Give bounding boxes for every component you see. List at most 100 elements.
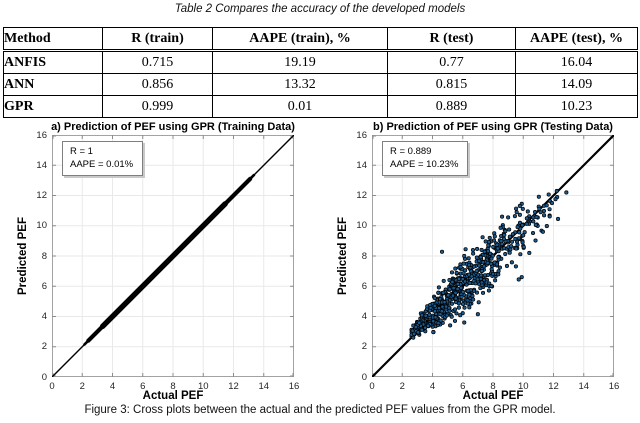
cell-value: 0.889 <box>387 95 516 118</box>
x-tick-label: 12 <box>228 381 239 392</box>
y-tick-label: 16 <box>356 129 367 141</box>
scatter-point <box>520 206 525 211</box>
scatter-point <box>466 256 471 261</box>
y-tick-label: 14 <box>356 159 367 171</box>
plot-b-r-value: R = 0.889 <box>390 146 432 157</box>
cell-value: 0.715 <box>102 50 213 74</box>
scatter-point <box>564 190 569 195</box>
scatter-point <box>474 290 479 295</box>
scatter-point <box>456 276 461 281</box>
scatter-point <box>469 269 474 274</box>
figure-caption: Figure 3: Cross plots between the actual… <box>84 404 556 416</box>
scatter-point <box>462 305 467 310</box>
scatter-point <box>450 293 456 298</box>
scatter-point <box>503 251 508 257</box>
table-row: GPR 0.999 0.01 0.889 10.23 <box>3 95 638 118</box>
scatter-point <box>507 234 512 239</box>
scatter-point <box>521 245 526 250</box>
scatter-point <box>500 214 505 219</box>
table-row: ANFIS 0.715 19.19 0.77 16.04 <box>3 50 638 74</box>
scatter-point <box>495 242 500 247</box>
scatter-point <box>449 301 455 306</box>
scatter-point <box>475 277 480 282</box>
scatter-point <box>520 240 525 245</box>
header-r-train: R (train) <box>102 27 213 52</box>
scatter-point <box>518 252 523 257</box>
scatter-point <box>524 221 529 226</box>
scatter-point <box>453 290 458 295</box>
scatter-point <box>455 286 460 292</box>
cell-value: 0.815 <box>387 73 516 96</box>
y-tick-label: 12 <box>356 190 367 201</box>
y-tick-label: 2 <box>361 341 367 353</box>
scatter-point <box>531 215 536 220</box>
cell-method: ANN <box>3 73 103 96</box>
scatter-point <box>467 262 472 268</box>
scatter-point <box>510 232 515 237</box>
scatter-point <box>486 240 492 245</box>
scatter-point <box>519 275 524 280</box>
scatter-point <box>459 285 464 290</box>
scatter-point <box>499 239 504 244</box>
y-tick-label: 4 <box>361 311 367 322</box>
scatter-point <box>553 197 558 202</box>
y-tick-label: 14 <box>36 159 47 171</box>
scatter-point <box>474 268 479 274</box>
x-tick-label: 16 <box>608 381 620 392</box>
x-tick-label: 4 <box>429 381 436 392</box>
scatter-point <box>491 244 496 250</box>
scatter-point <box>536 194 541 199</box>
scatter-point <box>531 219 536 224</box>
scatter-point <box>458 265 463 270</box>
scatter-point <box>514 210 519 215</box>
plot-a-title: a) Prediction of PEF using GPR (Training… <box>51 121 295 133</box>
scatter-point <box>555 216 561 221</box>
table-header-row: Method R (train) AAPE (train), % R (test… <box>3 27 638 52</box>
scatter-point <box>479 268 484 274</box>
scatter-point <box>542 213 547 218</box>
scatter-point <box>482 273 488 278</box>
scatter-point <box>525 209 530 214</box>
scatter-point <box>453 266 458 271</box>
scatter-point <box>452 318 458 323</box>
scatter-point <box>541 208 547 214</box>
y-tick-label: 0 <box>41 371 47 383</box>
scatter-point <box>442 300 447 305</box>
scatter-point <box>509 239 515 244</box>
plot-b-title: b) Prediction of PEF using GPR (Testing … <box>373 121 613 133</box>
scatter-point <box>474 255 479 260</box>
scatter-point <box>489 261 494 266</box>
x-tick-label: 16 <box>288 381 300 392</box>
scatter-point <box>456 305 461 310</box>
plot-b-xlabel: Actual PEF <box>462 390 524 402</box>
scatter-point <box>549 201 555 206</box>
scatter-point <box>485 260 490 265</box>
scatter-point <box>483 239 488 244</box>
scatter-point <box>540 229 545 234</box>
scatter-point <box>432 296 437 301</box>
scatter-point <box>411 331 417 336</box>
x-tick-label: 4 <box>109 381 116 392</box>
scatter-point <box>546 192 551 197</box>
scatter-point <box>467 280 472 286</box>
plot-b-axes <box>372 135 614 377</box>
plot-b-aape-value: AAPE = 10.23% <box>390 159 459 170</box>
cell-method: GPR <box>3 95 103 118</box>
scatter-point <box>477 258 482 263</box>
scatter-point <box>467 292 472 297</box>
scatter-point <box>502 246 507 251</box>
scatter-point <box>449 314 454 319</box>
scatter-point <box>538 210 543 215</box>
x-tick-label: 14 <box>578 381 590 392</box>
table-title: Table 2 Compares the accuracy of the dev… <box>174 3 466 15</box>
table-row: ANN 0.856 13.32 0.815 14.09 <box>3 73 638 96</box>
y-tick-label: 10 <box>356 220 367 232</box>
y-tick-label: 8 <box>41 250 47 262</box>
scatter-point <box>469 274 474 279</box>
scatter-point <box>447 308 452 313</box>
scatter-point <box>516 277 521 282</box>
scatter-point <box>482 249 487 254</box>
scatter-point <box>476 300 481 305</box>
scatter-point <box>480 290 486 295</box>
cell-value: 0.77 <box>387 50 516 74</box>
